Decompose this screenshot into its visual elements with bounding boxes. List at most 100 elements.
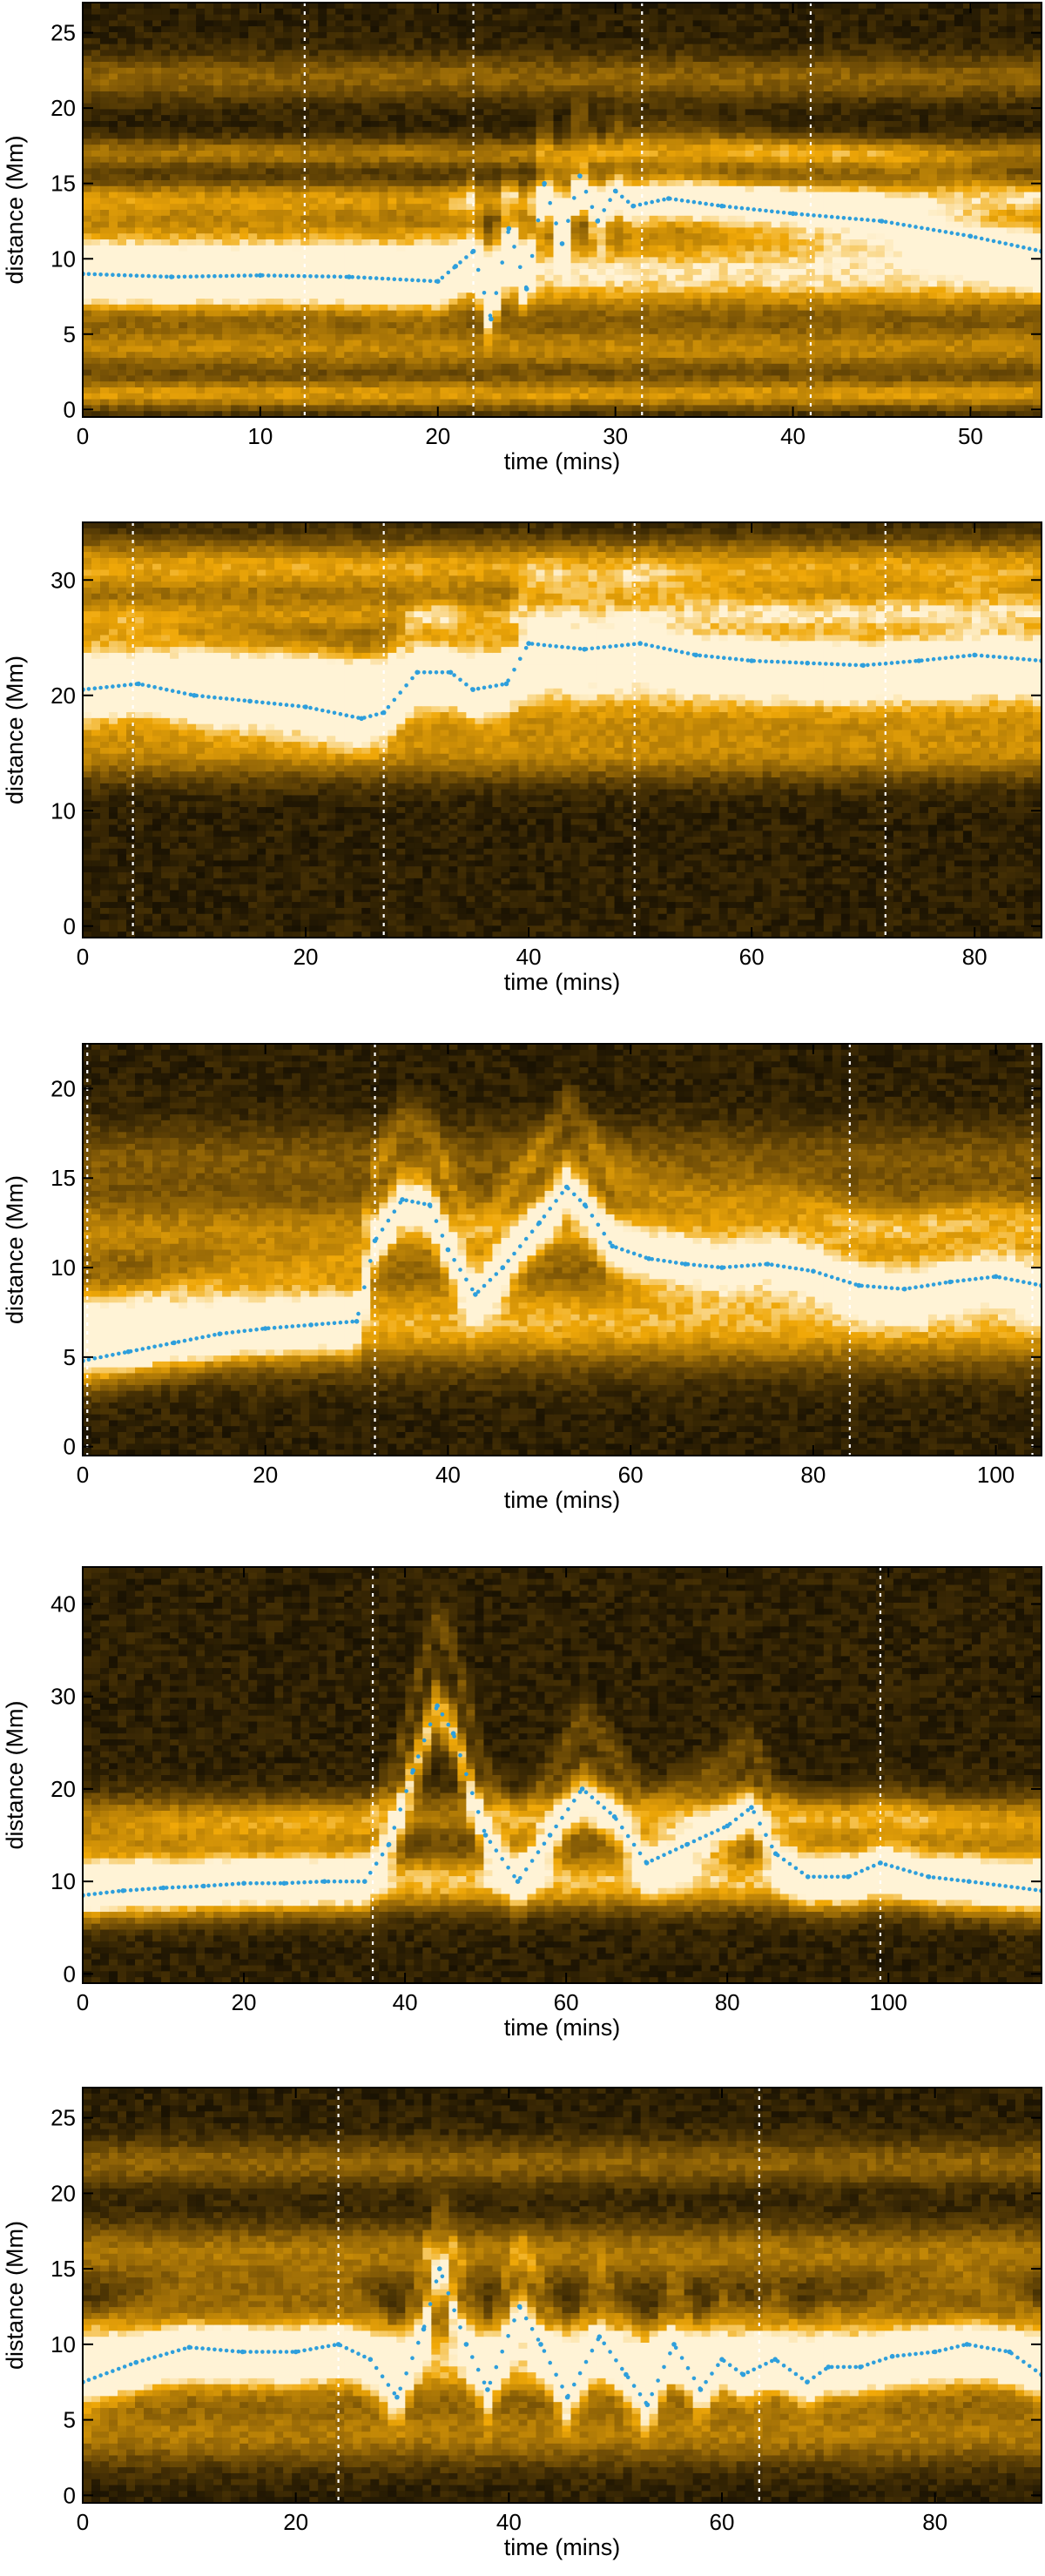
trace-point xyxy=(470,1791,475,1795)
trace-point xyxy=(662,646,666,651)
trace-point xyxy=(710,202,714,207)
trace-point xyxy=(548,1207,552,1211)
x-tick-label: 0 xyxy=(77,2509,89,2535)
trace-point xyxy=(140,1887,145,1892)
trace-point xyxy=(656,2378,660,2383)
x-tick-label: 60 xyxy=(618,1462,644,1488)
trace-point xyxy=(1027,1281,1032,1286)
trace-point xyxy=(866,1866,870,1871)
trace-point xyxy=(482,291,487,295)
y-tick-label: 0 xyxy=(64,913,76,939)
x-tick-label: 20 xyxy=(253,1462,278,1488)
trace-point xyxy=(583,1790,589,1794)
trace-knot xyxy=(120,1888,126,1893)
trace-point xyxy=(764,659,768,663)
trace-knot xyxy=(450,1731,456,1736)
trace-point xyxy=(92,1356,98,1361)
trace-knot xyxy=(646,1256,651,1261)
trace-knot xyxy=(749,658,754,663)
trace-point xyxy=(739,1264,745,1268)
trace-knot xyxy=(740,2371,746,2378)
trace-point xyxy=(781,210,786,215)
y-axis-label: distance (Mm) xyxy=(2,1700,28,1849)
trace-point xyxy=(739,1813,745,1817)
trace-point xyxy=(668,1850,672,1854)
trace-knot xyxy=(559,241,565,246)
trace-point xyxy=(835,1874,840,1880)
trace-point xyxy=(421,1201,427,1207)
trace-point xyxy=(380,2374,385,2378)
x-tick-label: 20 xyxy=(232,1989,257,2015)
trace-point xyxy=(158,1343,163,1348)
trace-point xyxy=(752,1810,756,1814)
trace-knot xyxy=(579,1786,585,1792)
trace-point xyxy=(548,200,552,205)
trace-point xyxy=(230,1881,235,1887)
trace-point xyxy=(296,703,301,709)
trace-knot xyxy=(563,1184,570,1190)
y-tick-label: 20 xyxy=(51,1075,76,1101)
trace-point xyxy=(847,216,853,221)
trace-point xyxy=(104,272,109,277)
trace-point xyxy=(500,260,504,265)
trace-knot xyxy=(445,1247,451,1253)
trace-point xyxy=(140,1347,145,1351)
trace-knot xyxy=(359,716,364,722)
trace-point xyxy=(1033,247,1038,252)
trace-point xyxy=(716,1265,720,1269)
trace-point xyxy=(889,1864,894,1868)
x-tick-label: 0 xyxy=(77,944,89,970)
trace-point xyxy=(704,1264,708,1268)
trace-point xyxy=(829,1275,834,1280)
trace-point xyxy=(410,676,415,681)
trace-point xyxy=(1021,1280,1026,1284)
trace-point xyxy=(170,689,175,693)
y-tick-label: 5 xyxy=(64,1344,76,1370)
trace-point xyxy=(284,1324,289,1329)
trace-point xyxy=(278,273,283,279)
trace-point xyxy=(860,217,864,222)
trace-point xyxy=(542,2349,547,2353)
trace-point xyxy=(716,203,720,208)
trace-knot xyxy=(630,203,636,209)
x-tick-label: 40 xyxy=(496,2509,522,2535)
trace-point xyxy=(596,1222,601,1227)
trace-point xyxy=(985,2345,990,2351)
trace-point xyxy=(506,678,510,683)
trace-point xyxy=(182,274,187,279)
trace-point xyxy=(254,273,259,278)
trace-point xyxy=(979,1276,984,1281)
trace-point xyxy=(117,272,121,278)
trace-point xyxy=(464,255,469,259)
trace-point xyxy=(985,1881,990,1887)
trace-point xyxy=(979,653,984,658)
trace-point xyxy=(991,1882,996,1887)
trace-point xyxy=(86,1357,91,1362)
trace-point xyxy=(314,707,319,711)
trace-point xyxy=(518,1876,522,1880)
trace-point xyxy=(853,662,858,668)
trace-knot xyxy=(241,1880,246,1887)
trace-knot xyxy=(293,2349,299,2355)
trace-knot xyxy=(826,2364,832,2370)
trace-point xyxy=(752,207,756,212)
trace-point xyxy=(236,1881,241,1886)
trace-point xyxy=(577,646,583,651)
trace-point xyxy=(877,1285,882,1289)
trace-point xyxy=(955,1878,960,1882)
trace-point xyxy=(152,2355,157,2359)
x-tick-label: 80 xyxy=(800,1462,826,1488)
trace-point xyxy=(529,642,535,646)
trace-point xyxy=(614,2358,618,2363)
y-tick-label: 25 xyxy=(51,2105,76,2131)
trace-point xyxy=(506,1866,510,1870)
trace-point xyxy=(260,700,265,705)
trace-point xyxy=(698,1263,703,1268)
trace-point xyxy=(889,220,894,225)
x-axis-label: time (mins) xyxy=(504,969,621,995)
panel-4: 0 20 40 60 80 100 0 10 20 30 40 time (mins) distance… xyxy=(2,1566,1042,2041)
y-tick-label: 15 xyxy=(51,171,76,197)
trace-point xyxy=(668,2351,672,2356)
trace-point xyxy=(111,2369,115,2373)
trace-point xyxy=(955,1279,960,1283)
